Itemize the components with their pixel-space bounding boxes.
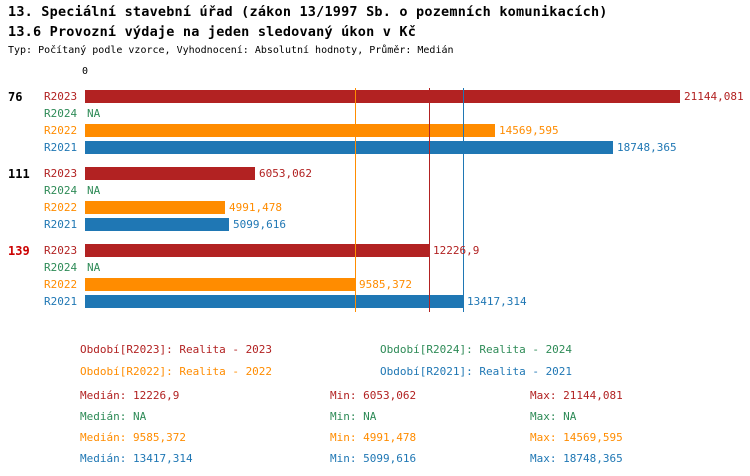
bar <box>85 141 613 154</box>
legend-item-r2022: Období[R2022]: Realita - 2022 <box>80 365 273 378</box>
bar-group: 111 R2023 6053,062 R2024 NA R2022 4991,478 R202… <box>0 165 750 233</box>
bar-track: NA <box>85 184 750 197</box>
bar <box>85 295 463 308</box>
stat-max-r2022: Max: 14569,595 <box>530 431 623 444</box>
bar-track: NA <box>85 261 750 274</box>
stat-min-r2022: Min: 4991,478 <box>330 431 417 444</box>
series-label: R2023 <box>44 90 78 103</box>
stat-max-r2023: Max: 21144,081 <box>530 389 623 402</box>
stat-min-r2024: Min: NA <box>330 410 377 423</box>
series-label: R2024 <box>44 261 78 274</box>
stat-min-r2021: Min: 5099,616 <box>330 452 417 465</box>
bar-row: R2022 14569,595 <box>0 122 750 139</box>
bar-value-label: 13417,314 <box>467 295 527 308</box>
bar-row: 111 R2023 6053,062 <box>0 165 750 182</box>
bar-row: R2024 NA <box>0 259 750 276</box>
series-label: R2024 <box>44 107 78 120</box>
stat-median-r2024: Medián: NA <box>80 410 147 423</box>
group-label: 139 <box>8 243 30 258</box>
bar-track: NA <box>85 107 750 120</box>
bar <box>85 278 355 291</box>
chart: 76 R2023 21144,081 R2024 NA R2022 14569,595 R20… <box>0 88 750 312</box>
bar-row: 76 R2023 21144,081 <box>0 88 750 105</box>
bar-value-label: 14569,595 <box>499 124 559 137</box>
stat-min-r2023: Min: 6053,062 <box>330 389 417 402</box>
legend: Období[R2023]: Realita - 2023 Období[R20… <box>80 343 680 378</box>
series-label: R2022 <box>44 124 78 137</box>
group-label: 76 <box>8 89 23 104</box>
bar-row: R2021 5099,616 <box>0 216 750 233</box>
bar-value-label: 9585,372 <box>359 278 412 291</box>
bar-track: 5099,616 <box>85 218 750 231</box>
stats-table: Medián: 12226,9 Min: 6053,062 Max: 21144… <box>80 389 750 465</box>
bar-row: R2022 4991,478 <box>0 199 750 216</box>
series-label: R2021 <box>44 218 78 231</box>
series-label: R2022 <box>44 201 78 214</box>
bar <box>85 244 429 257</box>
legend-item-r2024: Období[R2024]: Realita - 2024 <box>380 343 573 356</box>
stat-median-r2023: Medián: 12226,9 <box>80 389 180 402</box>
bar-value-label: 12226,9 <box>433 244 480 257</box>
page-title: 13. Speciální stavební úřad (zákon 13/19… <box>8 4 608 20</box>
series-label: R2024 <box>44 184 78 197</box>
series-label: R2023 <box>44 244 78 257</box>
bar <box>85 218 229 231</box>
bar-row: R2021 18748,365 <box>0 139 750 156</box>
chart-meta-info: Typ: Počítaný podle vzorce, Vyhodnocení:… <box>8 45 454 56</box>
bar-value-label: 21144,081 <box>684 90 744 103</box>
bar <box>85 167 255 180</box>
bar-track: 12226,9 <box>85 244 750 257</box>
bar-row: R2024 NA <box>0 105 750 122</box>
bar-group: 139 R2023 12226,9 R2024 NA R2022 9585,372 R2021… <box>0 242 750 310</box>
bar-track: 13417,314 <box>85 295 750 308</box>
stat-median-r2021: Medián: 13417,314 <box>80 452 193 465</box>
bar-row: R2021 13417,314 <box>0 293 750 310</box>
bar-value-label: 18748,365 <box>617 141 677 154</box>
bar-row: R2024 NA <box>0 182 750 199</box>
bar-value-label: 6053,062 <box>259 167 312 180</box>
bar-track: 21144,081 <box>85 90 750 103</box>
series-label: R2021 <box>44 141 78 154</box>
bar-value-label: NA <box>87 261 101 274</box>
group-label: 111 <box>8 166 30 181</box>
bar <box>85 90 680 103</box>
legend-item-r2023: Období[R2023]: Realita - 2023 <box>80 343 273 356</box>
bar-track: 9585,372 <box>85 278 750 291</box>
stat-median-r2022: Medián: 9585,372 <box>80 431 186 444</box>
series-label: R2021 <box>44 295 78 308</box>
page-subtitle: 13.6 Provozní výdaje na jeden sledovaný … <box>8 24 417 40</box>
series-label: R2022 <box>44 278 78 291</box>
median-reference-line <box>463 88 464 312</box>
axis-zero-tick-label: 0 <box>82 66 89 77</box>
bar-track: 4991,478 <box>85 201 750 214</box>
bar-value-label: NA <box>87 107 101 120</box>
bar-row: R2022 9585,372 <box>0 276 750 293</box>
bar-track: 18748,365 <box>85 141 750 154</box>
stat-max-r2021: Max: 18748,365 <box>530 452 623 465</box>
bar <box>85 124 495 137</box>
bar-track: 6053,062 <box>85 167 750 180</box>
legend-item-r2021: Období[R2021]: Realita - 2021 <box>380 365 573 378</box>
bar-value-label: 4991,478 <box>229 201 282 214</box>
bar-value-label: NA <box>87 184 101 197</box>
series-label: R2023 <box>44 167 78 180</box>
bar-group: 76 R2023 21144,081 R2024 NA R2022 14569,595 R20… <box>0 88 750 156</box>
bar <box>85 201 225 214</box>
bar-row: 139 R2023 12226,9 <box>0 242 750 259</box>
stat-max-r2024: Max: NA <box>530 410 577 423</box>
bar-value-label: 5099,616 <box>233 218 286 231</box>
bar-track: 14569,595 <box>85 124 750 137</box>
median-reference-line <box>355 88 356 312</box>
median-reference-line <box>429 88 430 312</box>
